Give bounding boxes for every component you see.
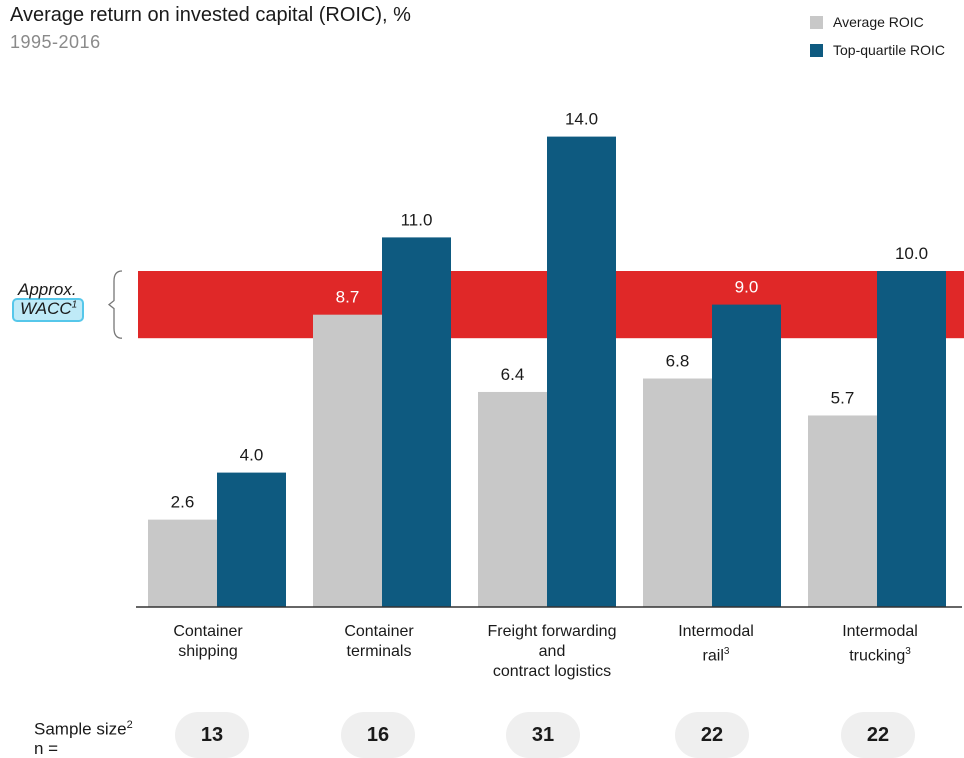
category-label-line: contract logistics [492, 663, 612, 680]
category-label-2: Freight forwarding and contract logistics [462, 622, 642, 682]
legend-label-top-quartile: Top-quartile ROIC [833, 42, 946, 58]
value-label-top-quartile-4: 10.0 [895, 244, 928, 263]
sample-size-pill-3: 22 [675, 712, 749, 758]
category-label-3: Intermodal rail3 [626, 622, 806, 666]
sample-size-n: n = [34, 738, 59, 758]
chart-subtitle: 1995-2016 [10, 32, 101, 52]
category-label-line: terminals [346, 643, 412, 660]
value-label-average-4: 5.7 [831, 388, 855, 407]
bar-average-4 [808, 415, 877, 607]
bar-top-quartile-0 [217, 472, 286, 607]
legend: Average ROIC Top-quartile ROIC [810, 8, 945, 64]
category-label-line: and [538, 643, 566, 660]
category-footnote: 3 [723, 646, 730, 657]
category-footnote: 3 [905, 646, 911, 657]
bar-average-0 [148, 519, 217, 607]
sample-size-pill-1: 16 [341, 712, 415, 758]
category-label-line: rail [702, 647, 724, 665]
value-label-top-quartile-0: 4.0 [240, 446, 264, 465]
legend-item-average: Average ROIC [810, 8, 945, 36]
sample-size-pill-0: 13 [175, 712, 249, 758]
bar-top-quartile-1 [382, 237, 451, 607]
wacc-highlight-box [12, 298, 84, 322]
sample-size-footnote: 2 [126, 719, 133, 731]
bar-top-quartile-3 [712, 304, 781, 607]
category-label-0: Container shipping [118, 622, 298, 662]
wacc-label-line1: Approx. [18, 280, 77, 299]
bar-average-1 [313, 314, 382, 607]
category-label-line: trucking [849, 647, 906, 665]
legend-item-top-quartile: Top-quartile ROIC [810, 36, 945, 64]
legend-swatch-top-quartile [810, 43, 823, 57]
category-label-line: Intermodal [678, 623, 754, 640]
category-label-line: Freight forwarding [487, 623, 617, 640]
value-label-average-3: 6.8 [666, 352, 690, 371]
value-label-average-2: 6.4 [501, 365, 525, 384]
value-label-average-1: 8.7 [336, 288, 360, 307]
wacc-footnote: 1 [71, 299, 78, 311]
sample-size-pill-4: 22 [841, 712, 915, 758]
bar-average-3 [643, 378, 712, 607]
chart-title: Average return on invested capital (ROIC… [10, 4, 411, 26]
legend-swatch-average [810, 15, 823, 29]
sample-size-label: Sample size2 n = [34, 716, 133, 758]
value-label-average-0: 2.6 [171, 493, 195, 512]
category-label-line: Container [344, 623, 414, 640]
value-label-top-quartile-1: 11.0 [401, 210, 433, 229]
sample-size-pill-2: 31 [506, 712, 580, 758]
value-label-top-quartile-2: 14.0 [565, 110, 598, 129]
wacc-bracket [107, 270, 123, 339]
bar-average-2 [478, 391, 547, 607]
category-label-line: Container [173, 623, 243, 640]
value-label-top-quartile-3: 9.0 [735, 278, 759, 297]
wacc-label-line2: WACC [20, 299, 72, 318]
bar-top-quartile-4 [877, 271, 946, 607]
legend-label-average: Average ROIC [833, 14, 924, 30]
category-label-line: Intermodal [842, 623, 918, 640]
category-label-1: Container terminals [289, 622, 469, 662]
category-label-4: Intermodal trucking3 [790, 622, 964, 666]
wacc-label: Approx. WACC1 [8, 278, 88, 328]
category-label-line: shipping [178, 643, 238, 660]
bar-top-quartile-2 [547, 136, 616, 607]
sample-size-text: Sample size [34, 719, 127, 739]
